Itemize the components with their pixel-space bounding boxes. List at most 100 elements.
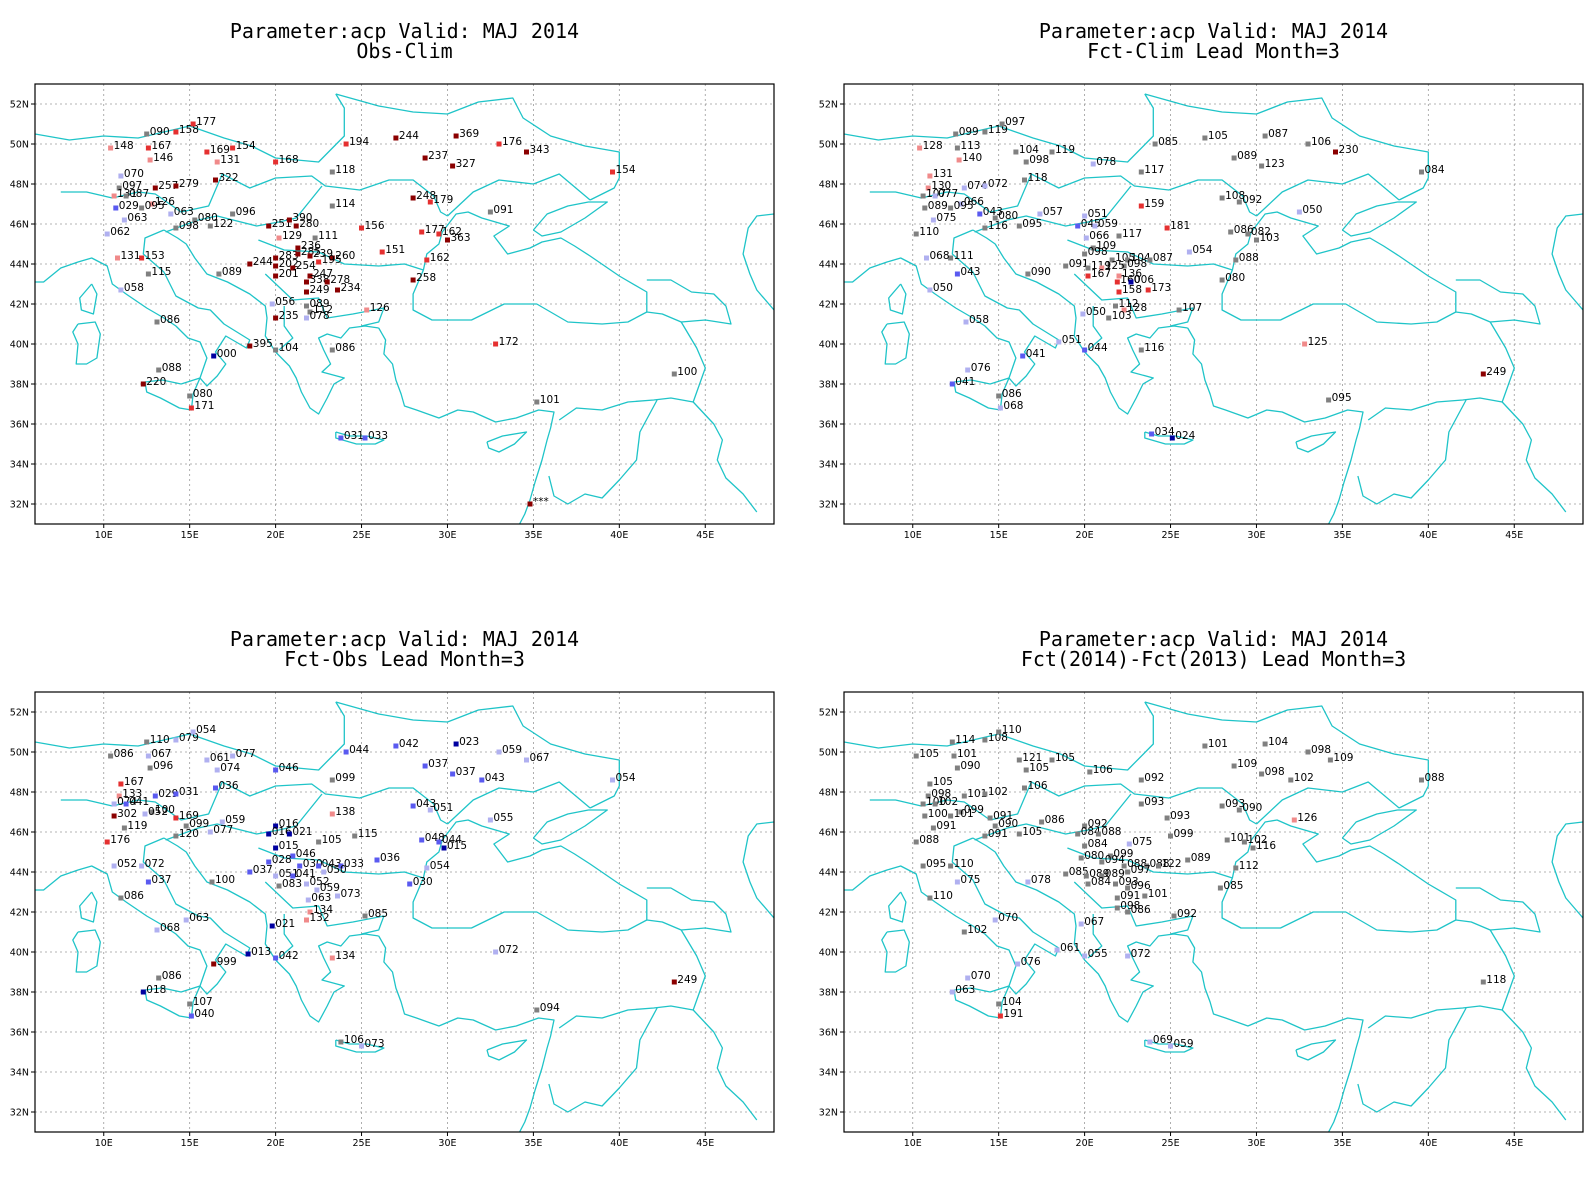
station-marker	[925, 793, 931, 799]
station-marker	[329, 255, 335, 261]
station-label: 134	[335, 950, 355, 962]
station-marker	[1063, 871, 1069, 877]
station-label: 087	[129, 188, 149, 200]
station-marker	[286, 831, 292, 837]
station-label: 322	[219, 172, 239, 184]
coastline	[692, 1009, 758, 1121]
lat-tick-label: 34N	[10, 460, 29, 471]
station-marker	[116, 185, 122, 191]
station-label: 086	[162, 970, 182, 982]
station-label: 093	[1119, 876, 1139, 888]
station-label: 090	[1242, 802, 1262, 814]
station-marker	[913, 231, 919, 237]
station-label: 086	[114, 748, 134, 760]
station-marker	[1156, 863, 1161, 869]
panel-title-line2: Obs-Clim	[356, 39, 452, 63]
station-marker	[295, 245, 301, 251]
station-label: 110	[954, 858, 974, 870]
station-label: 094	[1105, 854, 1125, 866]
coastline	[972, 837, 1188, 1023]
station-label: 055	[1088, 948, 1108, 960]
station-marker	[982, 183, 988, 189]
station-label: 085	[1069, 866, 1089, 878]
coastline	[1073, 881, 1194, 935]
coastline	[258, 239, 424, 271]
station-marker	[113, 205, 119, 211]
coastline	[163, 837, 379, 1023]
coastline	[1087, 306, 1103, 351]
lon-tick-label: 40E	[1419, 1138, 1437, 1149]
station-label: 096	[153, 760, 173, 772]
station-marker	[1013, 149, 1019, 155]
station-label: 115	[151, 266, 171, 278]
station-label: 369	[459, 128, 479, 140]
station-label: 162	[430, 252, 450, 264]
station-marker	[1049, 149, 1055, 155]
station-marker	[173, 737, 179, 743]
station-label: 099	[335, 772, 355, 784]
station-marker	[123, 193, 129, 199]
station-label: 099	[189, 818, 209, 830]
station-label: 100	[155, 804, 175, 816]
station-label: 108	[988, 732, 1008, 744]
lat-tick-label: 32N	[10, 1108, 29, 1119]
station-marker	[1326, 397, 1332, 403]
station-marker	[245, 951, 251, 957]
station-label: 075	[960, 874, 980, 886]
station-label: 098	[179, 220, 199, 232]
station-marker	[961, 929, 967, 935]
station-label: 162	[442, 226, 462, 238]
station-marker	[343, 141, 349, 147]
station-marker	[379, 249, 385, 255]
lat-tick-label: 38N	[10, 380, 29, 391]
station-marker	[335, 893, 340, 899]
station-marker	[247, 343, 253, 349]
station-label: 104	[1019, 144, 1039, 156]
station-label: 037	[253, 864, 273, 876]
station-label: 179	[433, 194, 453, 206]
station-marker	[247, 261, 253, 267]
station-label: 088	[1239, 252, 1259, 264]
station-label: 046	[279, 762, 299, 774]
station-marker	[307, 909, 313, 915]
station-marker	[273, 263, 279, 269]
station-marker	[958, 809, 964, 815]
station-label: 043	[960, 266, 980, 278]
station-marker	[1082, 953, 1088, 959]
station-marker	[424, 257, 430, 263]
station-marker	[924, 255, 929, 261]
lat-tick-label: 34N	[819, 1068, 838, 1079]
station-label: 096	[236, 206, 256, 218]
station-label: 037	[456, 766, 476, 778]
station-label: 056	[275, 296, 295, 308]
station-label: 067	[151, 748, 171, 760]
coastline	[163, 229, 379, 415]
station-label: 097	[122, 180, 142, 192]
station-label: 044	[1088, 342, 1108, 354]
station-marker	[316, 863, 322, 869]
station-label: 167	[1091, 268, 1111, 280]
lon-tick-label: 45E	[696, 530, 714, 541]
station-marker	[305, 897, 311, 903]
station-label: 095	[145, 200, 165, 212]
station-label: 086	[1131, 904, 1151, 916]
coastline	[1187, 935, 1364, 1132]
station-marker	[273, 955, 279, 961]
station-marker	[1233, 257, 1239, 263]
station-label: 080	[193, 388, 213, 400]
station-marker	[338, 1039, 344, 1045]
station-marker	[961, 793, 967, 799]
station-label: 051	[433, 802, 453, 814]
station-label: ***	[533, 496, 549, 508]
station-marker	[920, 863, 926, 869]
station-marker	[1125, 953, 1131, 959]
station-label: 036	[219, 780, 239, 792]
lon-tick-label: 20E	[1076, 530, 1094, 541]
station-label: 013	[251, 946, 271, 958]
station-label: 117	[1122, 228, 1142, 240]
lon-tick-label: 20E	[1076, 1138, 1094, 1149]
station-label: 244	[399, 130, 419, 142]
station-label: 327	[456, 158, 476, 170]
